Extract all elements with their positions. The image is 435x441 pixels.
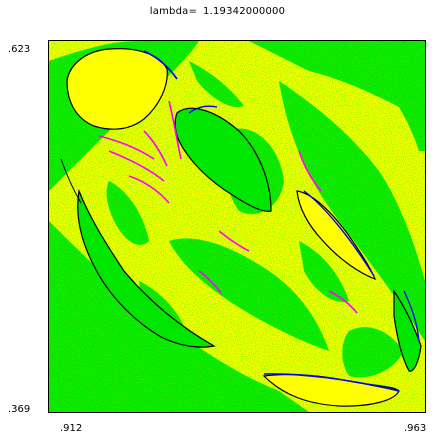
island-right-middle	[296, 190, 377, 281]
y-axis-top-label: .623	[8, 44, 31, 55]
lambda-label: lambda=	[149, 6, 198, 17]
island-center-green	[174, 107, 272, 212]
basin-plot-svg	[49, 41, 425, 412]
island-bottom-right	[262, 373, 400, 407]
x-axis-right-label: .963	[404, 423, 427, 434]
island-top-left	[66, 48, 178, 130]
blue-accent-curves	[188, 105, 420, 342]
y-axis-bottom-label: .369	[8, 404, 31, 415]
basin-plot	[48, 40, 426, 413]
x-axis-left-label: .912	[60, 423, 83, 434]
lambda-value: 1.19342000000	[203, 6, 286, 17]
plot-title: lambda= 1.19342000000	[0, 6, 435, 17]
island-left-diagonal	[60, 158, 216, 348]
magenta-filaments	[98, 100, 358, 314]
island-far-right	[393, 289, 422, 372]
